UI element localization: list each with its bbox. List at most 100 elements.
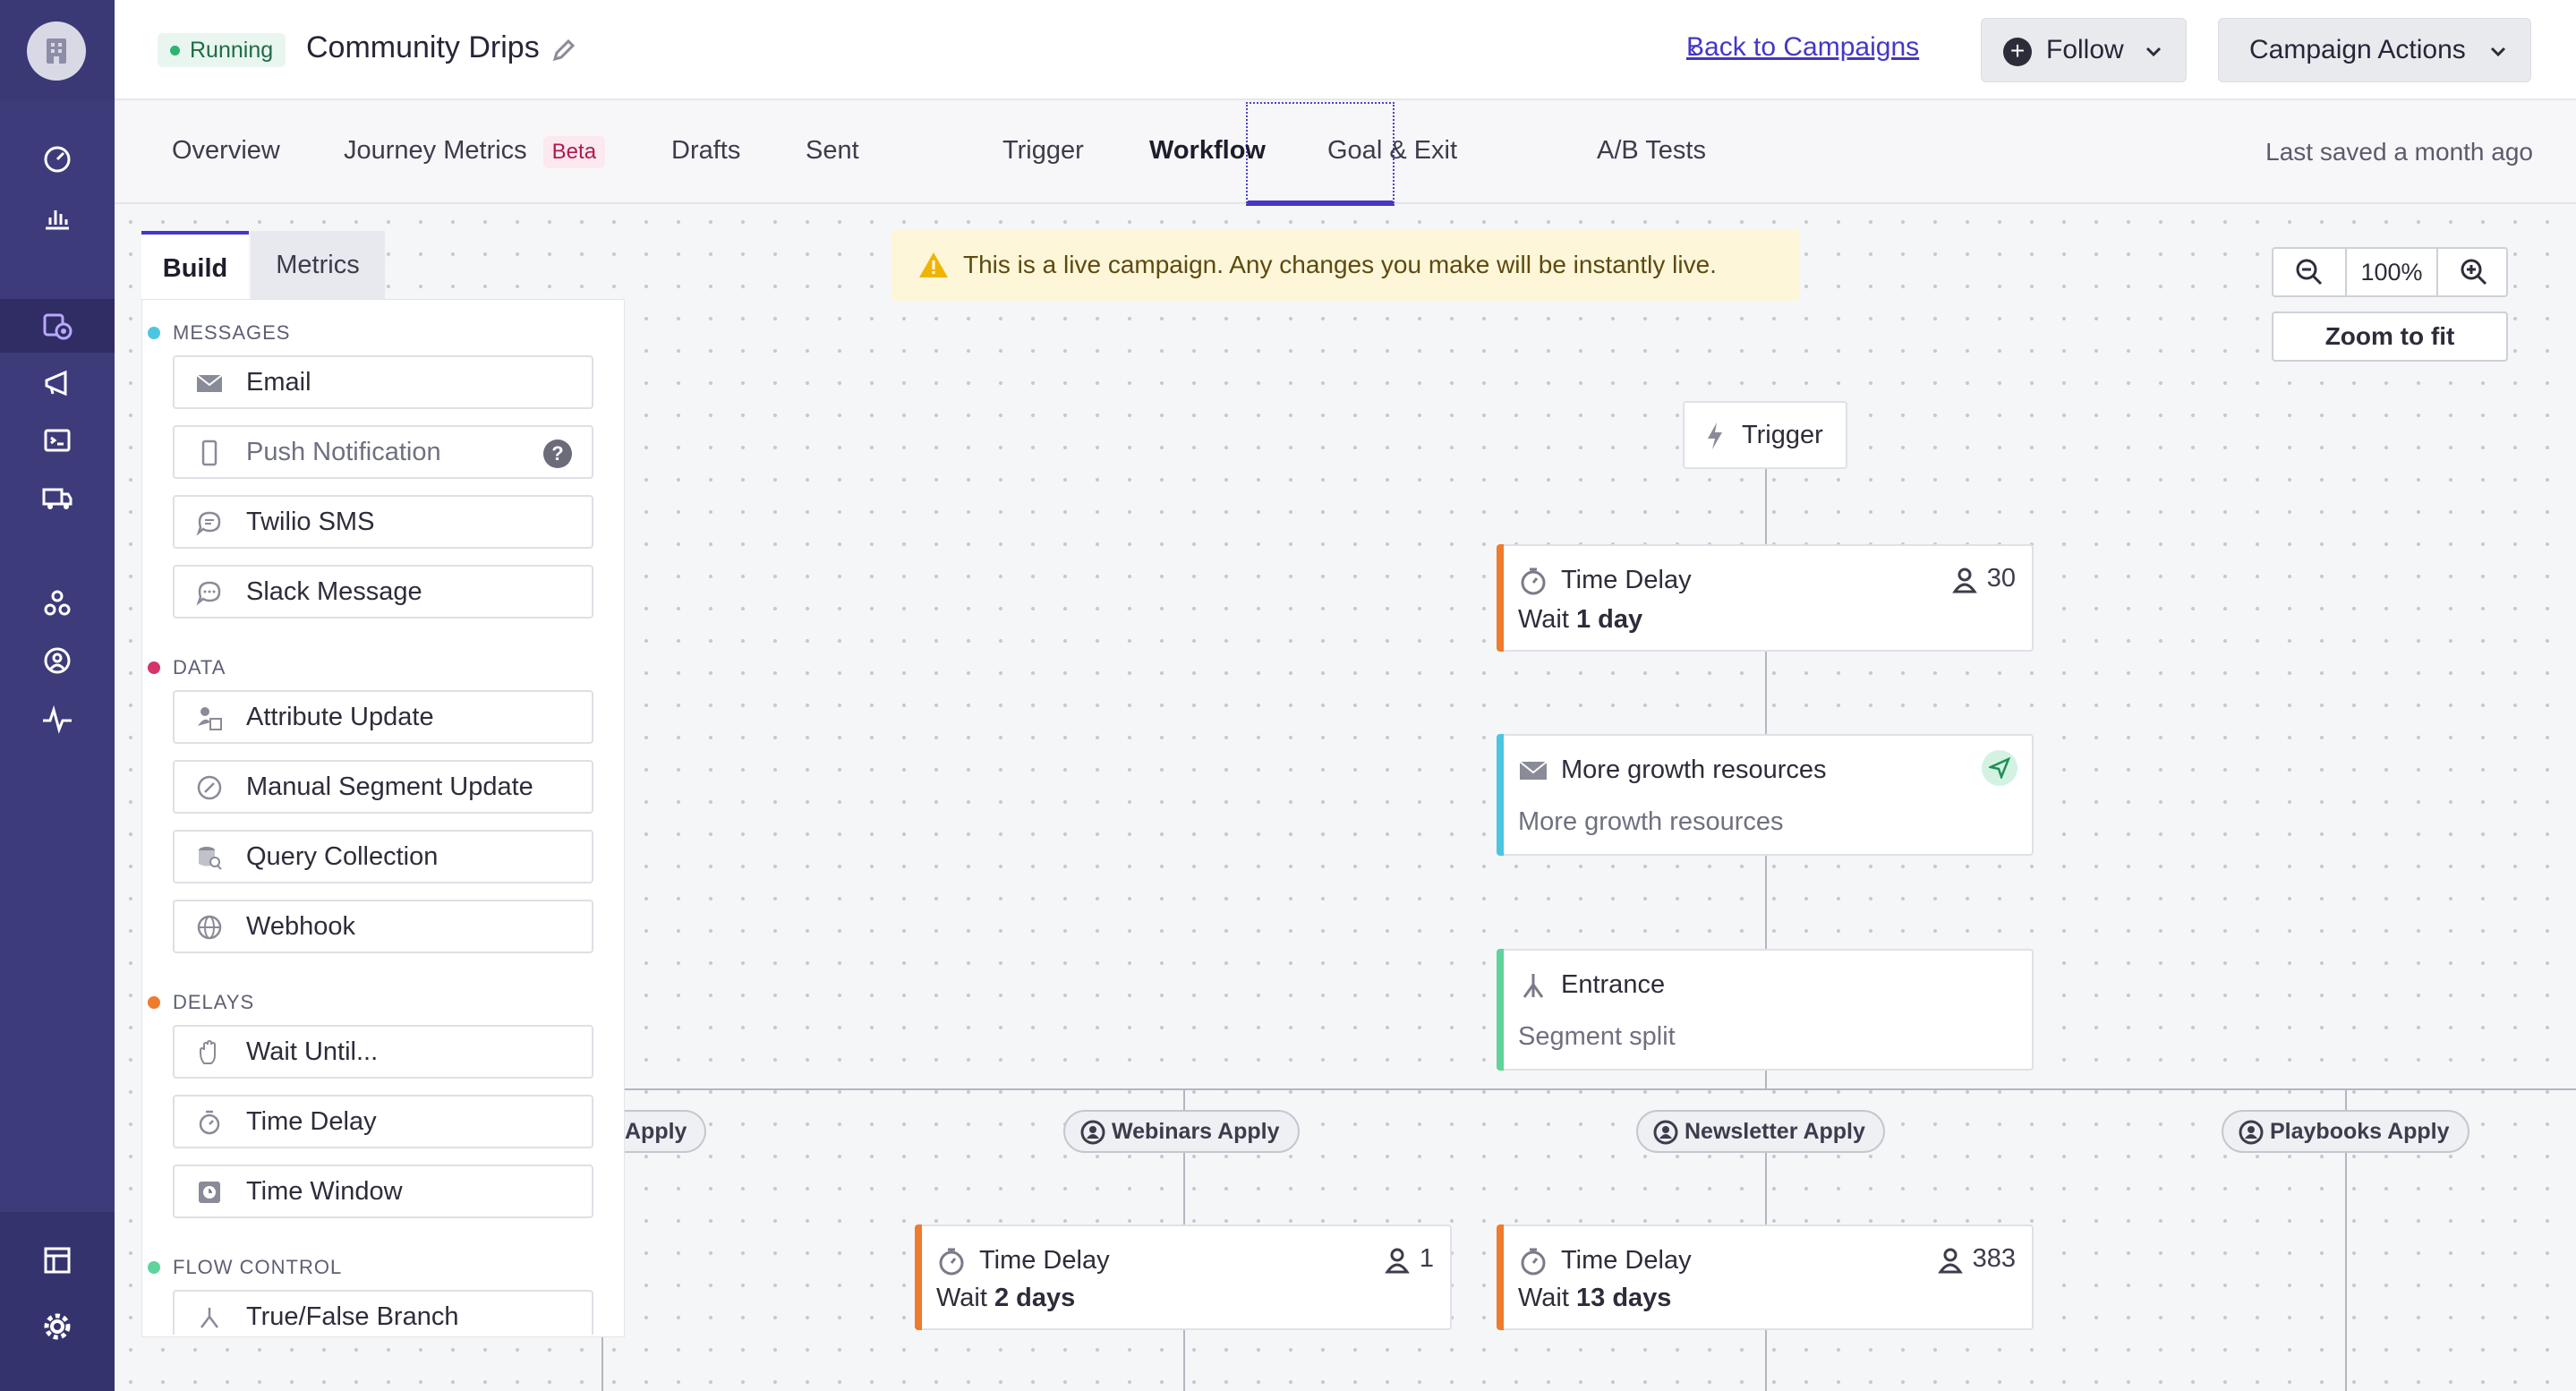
- connector: [1765, 469, 1767, 544]
- tab-drafts[interactable]: Drafts: [671, 136, 741, 165]
- pencil-icon[interactable]: [550, 36, 578, 64]
- mobile-phone-icon: [201, 439, 218, 466]
- analytics-icon[interactable]: [0, 190, 115, 243]
- item-label: Webhook: [246, 912, 355, 941]
- node-title: Time Delay: [1561, 566, 1692, 594]
- time-delay-node[interactable]: Time Delay 1 Wait 2 days: [915, 1225, 1452, 1330]
- data-index-icon[interactable]: [0, 1233, 115, 1287]
- section-messages: MESSAGES: [148, 321, 290, 345]
- campaign-actions-button[interactable]: Campaign Actions: [2218, 18, 2531, 82]
- back-to-campaigns-link[interactable]: Back to Campaigns: [1686, 32, 1920, 62]
- item-label: Time Window: [246, 1177, 403, 1206]
- branch-pill[interactable]: Apply: [625, 1110, 707, 1153]
- warning-icon: [919, 252, 948, 277]
- palette-wait-until[interactable]: Wait Until...: [173, 1025, 593, 1079]
- palette-push-notification[interactable]: Push Notification?: [173, 425, 593, 479]
- palette-slack-message[interactable]: Slack Message: [173, 565, 593, 619]
- section-data: DATA: [148, 656, 226, 679]
- settings-gear-icon[interactable]: [0, 1300, 115, 1353]
- building-icon: [47, 38, 66, 64]
- beta-badge: Beta: [542, 136, 606, 168]
- split-icon: [1523, 974, 1544, 998]
- campaign-tabs: Overview Journey Metrics Beta Drafts Sent…: [115, 102, 2576, 206]
- people-icon[interactable]: [0, 576, 115, 630]
- broadcasts-icon[interactable]: [0, 356, 115, 410]
- palette-twilio-sms[interactable]: Twilio SMS: [173, 495, 593, 549]
- page-title: Community Drips: [306, 30, 540, 64]
- paper-plane-icon: [1989, 757, 2010, 779]
- person-icon: [1385, 1248, 1410, 1274]
- zoom-to-fit-button[interactable]: Zoom to fit: [2272, 311, 2508, 362]
- tab-overview[interactable]: Overview: [172, 136, 280, 165]
- nav-rail: [0, 0, 115, 1391]
- follow-label: Follow: [2046, 35, 2124, 64]
- active-tab-indicator: [1246, 102, 1395, 206]
- tab-trigger[interactable]: Trigger: [1002, 136, 1084, 165]
- deliveries-icon[interactable]: [0, 471, 115, 525]
- connector: [1765, 652, 1767, 734]
- connector: [2345, 1090, 2347, 1110]
- chevron-down-icon: [2145, 47, 2162, 57]
- chat-bubble-icon: [196, 511, 221, 536]
- node-wait: Wait 1 day: [1518, 605, 1642, 635]
- palette-manual-segment-update[interactable]: Manual Segment Update: [173, 760, 593, 814]
- person-icon: [1937, 1248, 1963, 1274]
- stopwatch-icon: [1521, 1248, 1546, 1276]
- palette-true-false-branch[interactable]: True/False Branch: [173, 1290, 593, 1335]
- tab-metrics[interactable]: Metrics: [251, 231, 385, 299]
- node-accent: [1497, 734, 1504, 856]
- trigger-label: Trigger: [1742, 421, 1823, 449]
- person-icon: [1951, 567, 1977, 593]
- item-label: Slack Message: [246, 577, 422, 606]
- branch-icon: [200, 1308, 218, 1328]
- workspace-logo[interactable]: [27, 21, 86, 81]
- segments-icon[interactable]: [0, 634, 115, 687]
- warning-text: This is a live campaign. Any changes you…: [963, 251, 1717, 278]
- follow-button[interactable]: + Follow: [1981, 18, 2187, 82]
- zoom-out-button[interactable]: [2273, 249, 2345, 295]
- node-accent: [915, 1225, 922, 1330]
- email-node[interactable]: More growth resources More growth resour…: [1497, 734, 2034, 856]
- people-count: 383: [1937, 1244, 2016, 1274]
- trigger-node[interactable]: Trigger: [1683, 401, 1847, 469]
- help-icon[interactable]: ?: [543, 439, 572, 468]
- tab-ab-tests[interactable]: A/B Tests: [1597, 136, 1706, 165]
- palette-time-delay[interactable]: Time Delay: [173, 1095, 593, 1148]
- tab-sent[interactable]: Sent: [806, 136, 859, 165]
- tab-journey-metrics[interactable]: Journey Metrics Beta: [344, 136, 606, 168]
- palette-time-window[interactable]: Time Window: [173, 1165, 593, 1218]
- branch-pill[interactable]: Playbooks Apply: [2222, 1110, 2469, 1153]
- time-delay-node[interactable]: Time Delay 383 Wait 13 days: [1497, 1225, 2034, 1330]
- people-count-value: 30: [1986, 564, 2016, 593]
- transactional-icon[interactable]: [0, 414, 115, 467]
- palette-query-collection[interactable]: Query Collection: [173, 830, 593, 883]
- item-label: Manual Segment Update: [246, 772, 533, 801]
- zoom-in-button[interactable]: [2438, 249, 2510, 295]
- campaigns-icon[interactable]: [0, 299, 115, 353]
- segment-icon: [1653, 1120, 1678, 1145]
- item-label: Push Notification: [246, 438, 441, 466]
- palette-webhook[interactable]: Webhook: [173, 900, 593, 953]
- hand-stop-icon: [200, 1039, 216, 1064]
- rail-bottom: [0, 1212, 115, 1391]
- lightning-icon: [1708, 422, 1722, 449]
- palette-attribute-update[interactable]: Attribute Update: [173, 690, 593, 744]
- time-delay-node[interactable]: Time Delay 30 Wait 1 day: [1497, 544, 2034, 652]
- branch-pill[interactable]: Webinars Apply: [1063, 1110, 1300, 1153]
- branch-rail: [625, 1088, 2576, 1090]
- tab-goal-exit[interactable]: Goal & Exit: [1327, 136, 1458, 165]
- activity-icon[interactable]: [0, 693, 115, 747]
- palette-email[interactable]: Email: [173, 355, 593, 409]
- wait-value: 13 days: [1576, 1284, 1672, 1312]
- branch-pill[interactable]: Newsletter Apply: [1636, 1110, 1885, 1153]
- people-count: 30: [1951, 564, 2016, 593]
- tab-workflow[interactable]: Workflow: [1149, 136, 1266, 165]
- tab-build[interactable]: Build: [141, 231, 249, 299]
- item-label: Twilio SMS: [246, 508, 375, 536]
- node-wait: Wait 2 days: [936, 1284, 1075, 1313]
- people-count-value: 383: [1972, 1244, 2016, 1273]
- section-data-label: DATA: [173, 656, 226, 678]
- build-panel-body: MESSAGES Email Push Notification? Twilio…: [141, 299, 625, 1337]
- segment-split-node[interactable]: Entrance Segment split: [1497, 949, 2034, 1071]
- dashboard-icon[interactable]: [0, 132, 115, 186]
